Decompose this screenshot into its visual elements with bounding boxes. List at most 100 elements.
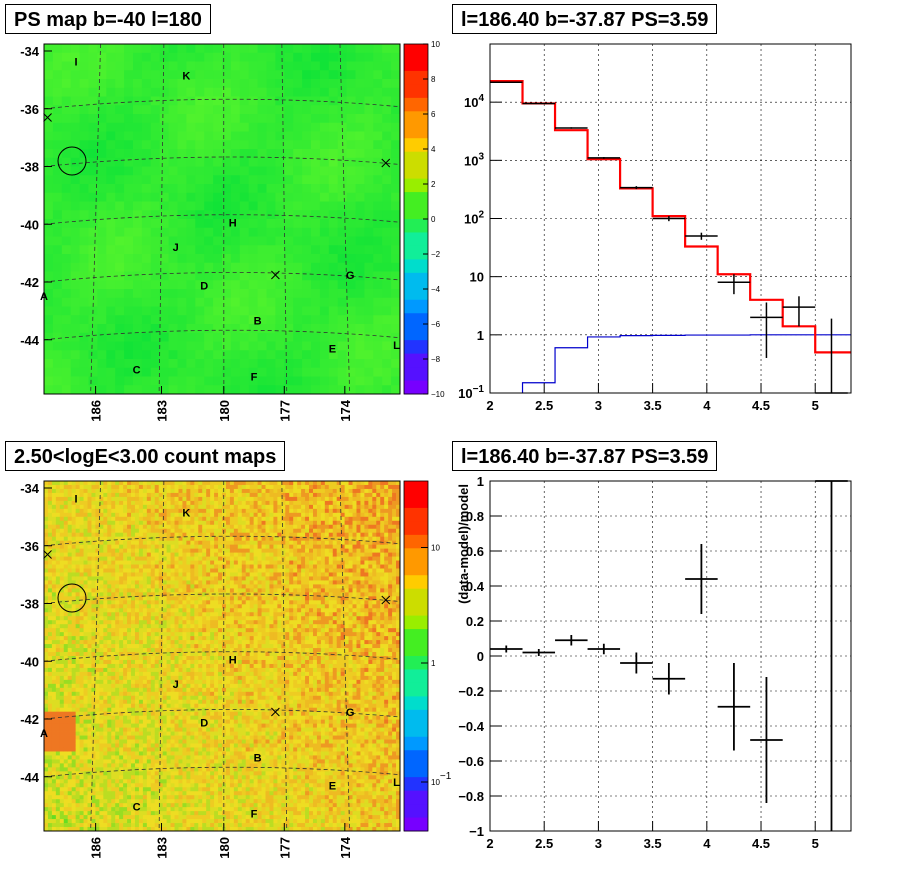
map-cell	[55, 628, 61, 633]
map-cell	[44, 663, 49, 669]
x-tick-label: 186	[89, 400, 104, 422]
map-cell	[166, 608, 171, 613]
map-cell	[382, 341, 392, 351]
map-cell	[103, 580, 108, 585]
map-cell	[79, 540, 84, 546]
map-cell	[123, 484, 128, 490]
map-cell	[138, 691, 144, 697]
map-cell	[47, 711, 53, 717]
map-cell	[182, 556, 187, 561]
colorbar-cell	[404, 151, 428, 166]
map-cell	[119, 640, 124, 645]
map-cell	[186, 289, 196, 299]
map-cell	[44, 691, 49, 697]
map-cell	[111, 819, 116, 824]
map-cell	[47, 540, 53, 546]
map-cell	[170, 600, 175, 605]
map-cell	[154, 612, 160, 617]
map-cell	[213, 341, 223, 351]
map-cell	[61, 184, 72, 194]
map-cell	[87, 767, 92, 772]
map-cell	[319, 367, 330, 377]
map-cell	[142, 580, 148, 585]
map-cell	[373, 385, 383, 395]
map-cell	[111, 735, 116, 740]
map-cell	[382, 227, 392, 237]
map-cell	[178, 767, 183, 772]
map-cell	[67, 775, 73, 780]
colorbar-cell	[404, 57, 428, 72]
map-cell	[154, 723, 160, 728]
map-cell	[44, 262, 54, 272]
map-cell	[158, 779, 164, 784]
map-cell	[195, 131, 205, 141]
map-cell	[391, 131, 401, 141]
map-cell	[239, 219, 250, 229]
map-cell	[266, 175, 276, 185]
map-cell	[158, 803, 164, 808]
map-cell	[99, 767, 104, 772]
map-cell	[59, 819, 65, 824]
coord-grid	[43, 43, 401, 395]
map-cell	[87, 556, 92, 561]
map-cell	[52, 79, 63, 89]
map-cell	[239, 315, 250, 325]
map-cell	[91, 652, 96, 657]
map-cell	[91, 600, 96, 605]
map-cell	[257, 262, 267, 272]
map-cell	[63, 747, 69, 752]
map-cell	[95, 755, 100, 760]
map-cell	[44, 306, 54, 316]
map-cell	[162, 787, 168, 792]
map-cell	[182, 648, 187, 653]
map-cell	[71, 496, 77, 502]
map-cell	[284, 210, 294, 220]
map-cell	[51, 691, 57, 697]
map-cell	[182, 596, 187, 601]
map-cell	[162, 552, 168, 557]
map-cell	[178, 608, 183, 613]
map-cell	[63, 715, 69, 721]
map-cell	[134, 624, 140, 629]
map-cell	[178, 548, 183, 553]
map-cell	[127, 620, 132, 625]
map-cell	[47, 644, 53, 649]
map-cell	[87, 512, 92, 518]
map-cell	[293, 79, 303, 89]
map-cell	[123, 636, 128, 641]
map-cell	[373, 44, 383, 54]
map-cell	[119, 584, 124, 589]
map-cell	[83, 504, 88, 510]
map-cell	[186, 584, 191, 589]
map-cell	[166, 735, 171, 740]
map-cell	[248, 175, 258, 185]
map-cell	[284, 184, 294, 194]
map-cell	[391, 166, 401, 176]
map-cell	[79, 699, 84, 705]
map-cell	[162, 791, 168, 796]
map-cell	[150, 556, 156, 561]
map-cell	[186, 324, 196, 334]
map-cell	[103, 803, 108, 808]
colorbar-cell	[404, 124, 428, 139]
map-cell	[75, 636, 80, 641]
map-cell	[47, 815, 53, 820]
map-cell	[141, 79, 152, 89]
map-cell	[88, 184, 98, 194]
y-tick-label: 104	[464, 93, 484, 110]
map-cell	[168, 385, 178, 395]
map-cell	[61, 280, 72, 290]
map-cell	[79, 755, 84, 760]
map-cell	[337, 271, 347, 281]
map-cell	[302, 44, 312, 54]
map-cell	[150, 596, 156, 601]
map-cell	[178, 715, 183, 721]
map-cell	[63, 791, 69, 796]
map-cell	[150, 488, 156, 494]
map-cell	[182, 695, 187, 701]
map-cell	[293, 175, 303, 185]
map-cell	[123, 659, 128, 665]
map-cell	[174, 568, 179, 573]
map-cell	[67, 807, 73, 812]
map-cell	[127, 771, 132, 776]
